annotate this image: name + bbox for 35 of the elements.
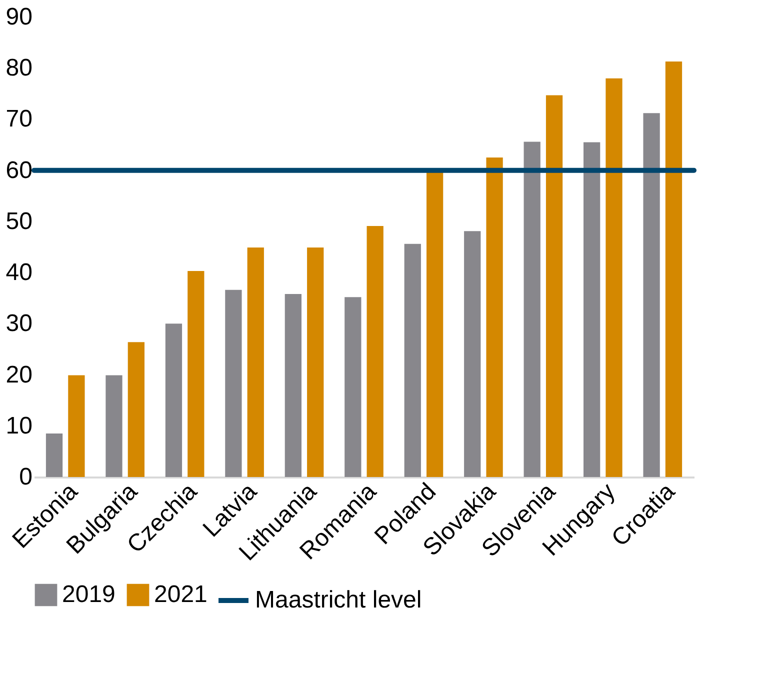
bar bbox=[606, 78, 622, 477]
bar bbox=[546, 95, 563, 477]
bar bbox=[665, 61, 682, 477]
bar bbox=[584, 142, 600, 477]
bar bbox=[426, 171, 444, 477]
bar bbox=[165, 324, 182, 477]
bar bbox=[366, 226, 384, 477]
y-tick-label: 80 bbox=[6, 54, 32, 82]
bar bbox=[106, 375, 122, 477]
legend-label: 2021 bbox=[154, 581, 208, 608]
y-tick-label: 10 bbox=[6, 412, 32, 440]
y-tick-label: 90 bbox=[6, 4, 32, 30]
bar bbox=[46, 434, 63, 477]
y-tick-label: 70 bbox=[6, 106, 32, 133]
bar bbox=[188, 271, 204, 477]
bar bbox=[247, 248, 264, 477]
bar bbox=[404, 244, 421, 477]
bar bbox=[344, 297, 362, 477]
bar bbox=[643, 113, 660, 477]
bar bbox=[464, 231, 481, 477]
bar bbox=[307, 248, 324, 477]
y-tick-label: 30 bbox=[6, 310, 32, 338]
bar bbox=[225, 290, 242, 477]
y-tick-label: 20 bbox=[6, 361, 32, 388]
bar bbox=[284, 294, 302, 477]
legend-label: Maastricht level bbox=[255, 586, 422, 614]
bar bbox=[486, 158, 503, 477]
y-tick-label: 40 bbox=[6, 259, 32, 286]
bar bbox=[68, 375, 85, 477]
legend-label: 2019 bbox=[62, 581, 116, 608]
y-tick-label: 50 bbox=[6, 208, 32, 235]
bar bbox=[128, 342, 144, 477]
bar bbox=[524, 142, 540, 477]
y-tick-label: 60 bbox=[6, 156, 32, 184]
y-tick-label: 0 bbox=[19, 464, 32, 490]
